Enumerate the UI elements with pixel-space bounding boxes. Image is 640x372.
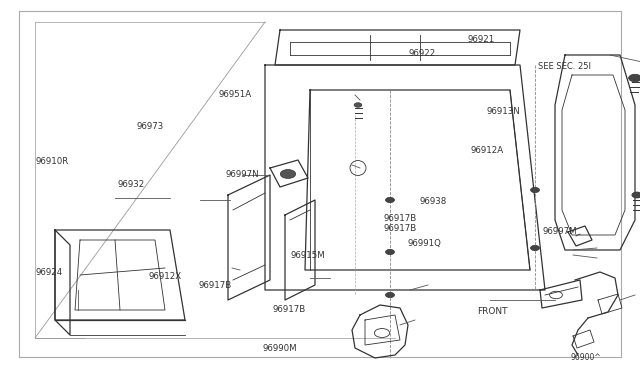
Text: 96990M: 96990M [262,344,297,353]
Text: 96917B: 96917B [273,305,306,314]
Text: 96997N: 96997N [225,170,259,179]
Text: 96910R: 96910R [35,157,68,166]
Text: SEE SEC. 25I: SEE SEC. 25I [538,62,591,71]
Text: 96912X: 96912X [148,272,182,280]
Circle shape [628,74,640,82]
Circle shape [385,249,394,254]
Circle shape [385,198,394,203]
Text: 96917B: 96917B [384,214,417,223]
Circle shape [531,246,540,251]
Circle shape [385,292,394,298]
Text: 96973: 96973 [136,122,164,131]
Text: 96921: 96921 [467,35,495,44]
Text: 96924: 96924 [35,268,63,277]
Text: FRONT: FRONT [477,307,508,316]
Text: 96932: 96932 [117,180,145,189]
Text: 96912A: 96912A [470,146,504,155]
Circle shape [280,170,296,179]
Circle shape [531,187,540,193]
Text: 96917B: 96917B [198,281,232,290]
Text: 96913N: 96913N [486,107,520,116]
Text: 96938: 96938 [419,197,447,206]
Text: 96900^: 96900^ [571,353,602,362]
Circle shape [354,103,362,107]
Text: 96915M: 96915M [291,251,325,260]
Text: 96951A: 96951A [219,90,252,99]
Text: 96922: 96922 [408,49,436,58]
Text: 96917B: 96917B [384,224,417,233]
Circle shape [632,192,640,198]
Text: 96991Q: 96991Q [407,239,441,248]
Text: 96997M: 96997M [542,227,577,236]
